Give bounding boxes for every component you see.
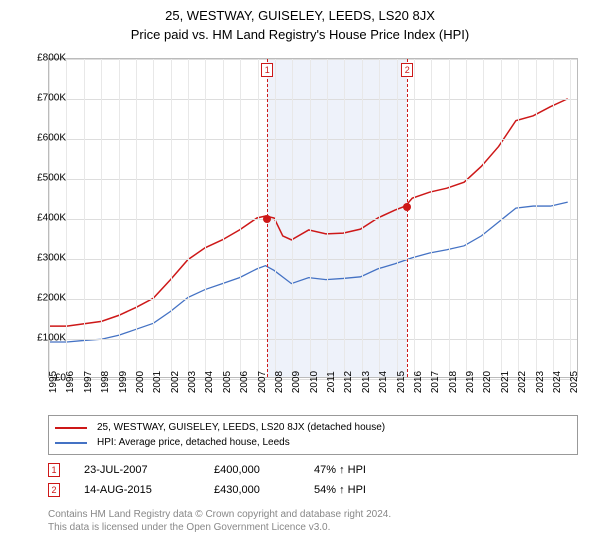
- legend-label: 25, WESTWAY, GUISELEY, LEEDS, LS20 8JX (…: [97, 422, 385, 433]
- legend-swatch: [55, 427, 87, 429]
- legend-swatch: [55, 442, 87, 444]
- legend-label: HPI: Average price, detached house, Leed…: [97, 437, 290, 448]
- x-axis-tick: 2021: [500, 371, 511, 393]
- y-axis-tick: £300K: [26, 253, 66, 264]
- attribution-footer: Contains HM Land Registry data © Crown c…: [48, 508, 578, 534]
- sale-index-marker: 1: [261, 63, 273, 77]
- x-axis-tick: 2012: [343, 371, 354, 393]
- x-axis-tick: 2007: [257, 371, 268, 393]
- sale-point-marker: [263, 215, 271, 223]
- x-axis-tick: 2015: [396, 371, 407, 393]
- sale-date: 23-JUL-2007: [84, 464, 214, 476]
- chart-lines-svg: [49, 59, 577, 377]
- x-axis-tick: 2011: [326, 371, 337, 393]
- x-axis-tick: 1995: [48, 371, 59, 393]
- chart-legend: 25, WESTWAY, GUISELEY, LEEDS, LS20 8JX (…: [48, 415, 578, 455]
- x-axis-tick: 2009: [291, 371, 302, 393]
- sale-price: £400,000: [214, 464, 314, 476]
- x-axis-tick: 2023: [535, 371, 546, 393]
- x-axis-tick: 2017: [430, 371, 441, 393]
- footer-line-2: This data is licensed under the Open Gov…: [48, 521, 578, 534]
- y-axis-tick: £800K: [26, 53, 66, 64]
- sale-hpi: 54% ↑ HPI: [314, 484, 434, 496]
- sale-hpi: 47% ↑ HPI: [314, 464, 434, 476]
- x-axis-tick: 2008: [274, 371, 285, 393]
- sale-row: 2 14-AUG-2015£430,00054% ↑ HPI: [48, 480, 578, 500]
- x-axis-tick: 1998: [100, 371, 111, 393]
- sale-point-marker: [403, 203, 411, 211]
- x-axis-tick: 2010: [309, 371, 320, 393]
- x-axis-tick: 2002: [170, 371, 181, 393]
- sale-price: £430,000: [214, 484, 314, 496]
- y-axis-tick: £200K: [26, 293, 66, 304]
- x-axis-tick: 2018: [448, 371, 459, 393]
- sale-date: 14-AUG-2015: [84, 484, 214, 496]
- x-axis-tick: 2001: [152, 371, 163, 393]
- x-axis-tick: 2000: [135, 371, 146, 393]
- chart-plot-area: 12: [48, 58, 578, 378]
- x-axis-tick: 2004: [204, 371, 215, 393]
- legend-item: HPI: Average price, detached house, Leed…: [55, 435, 571, 450]
- y-axis-tick: £700K: [26, 93, 66, 104]
- figure-title-address: 25, WESTWAY, GUISELEY, LEEDS, LS20 8JX: [0, 8, 600, 23]
- chart-figure: 25, WESTWAY, GUISELEY, LEEDS, LS20 8JX P…: [0, 0, 600, 560]
- legend-item: 25, WESTWAY, GUISELEY, LEEDS, LS20 8JX (…: [55, 420, 571, 435]
- x-axis-tick: 2016: [413, 371, 424, 393]
- x-axis-tick: 2005: [222, 371, 233, 393]
- x-axis-tick: 2013: [361, 371, 372, 393]
- y-axis-tick: £0: [26, 373, 66, 384]
- sale-index-marker: 2: [401, 63, 413, 77]
- x-axis-tick: 2024: [552, 371, 563, 393]
- x-axis-tick: 2006: [239, 371, 250, 393]
- x-axis-tick: 2025: [569, 371, 580, 393]
- sale-index: 1: [48, 463, 60, 477]
- footer-line-1: Contains HM Land Registry data © Crown c…: [48, 508, 578, 521]
- x-axis-tick: 1997: [83, 371, 94, 393]
- x-axis-tick: 1999: [118, 371, 129, 393]
- x-axis-tick: 2014: [378, 371, 389, 393]
- sales-table: 1 23-JUL-2007£400,00047% ↑ HPI 2 14-AUG-201…: [48, 460, 578, 500]
- x-axis-tick: 2003: [187, 371, 198, 393]
- x-axis-tick: 2022: [517, 371, 528, 393]
- x-axis-tick: 1996: [65, 371, 76, 393]
- sale-row: 1 23-JUL-2007£400,00047% ↑ HPI: [48, 460, 578, 480]
- x-axis-tick: 2019: [465, 371, 476, 393]
- y-axis-tick: £400K: [26, 213, 66, 224]
- x-axis-tick: 2020: [482, 371, 493, 393]
- y-axis-tick: £600K: [26, 133, 66, 144]
- y-axis-tick: £100K: [26, 333, 66, 344]
- sale-index: 2: [48, 483, 60, 497]
- figure-subtitle: Price paid vs. HM Land Registry's House …: [0, 27, 600, 42]
- y-axis-tick: £500K: [26, 173, 66, 184]
